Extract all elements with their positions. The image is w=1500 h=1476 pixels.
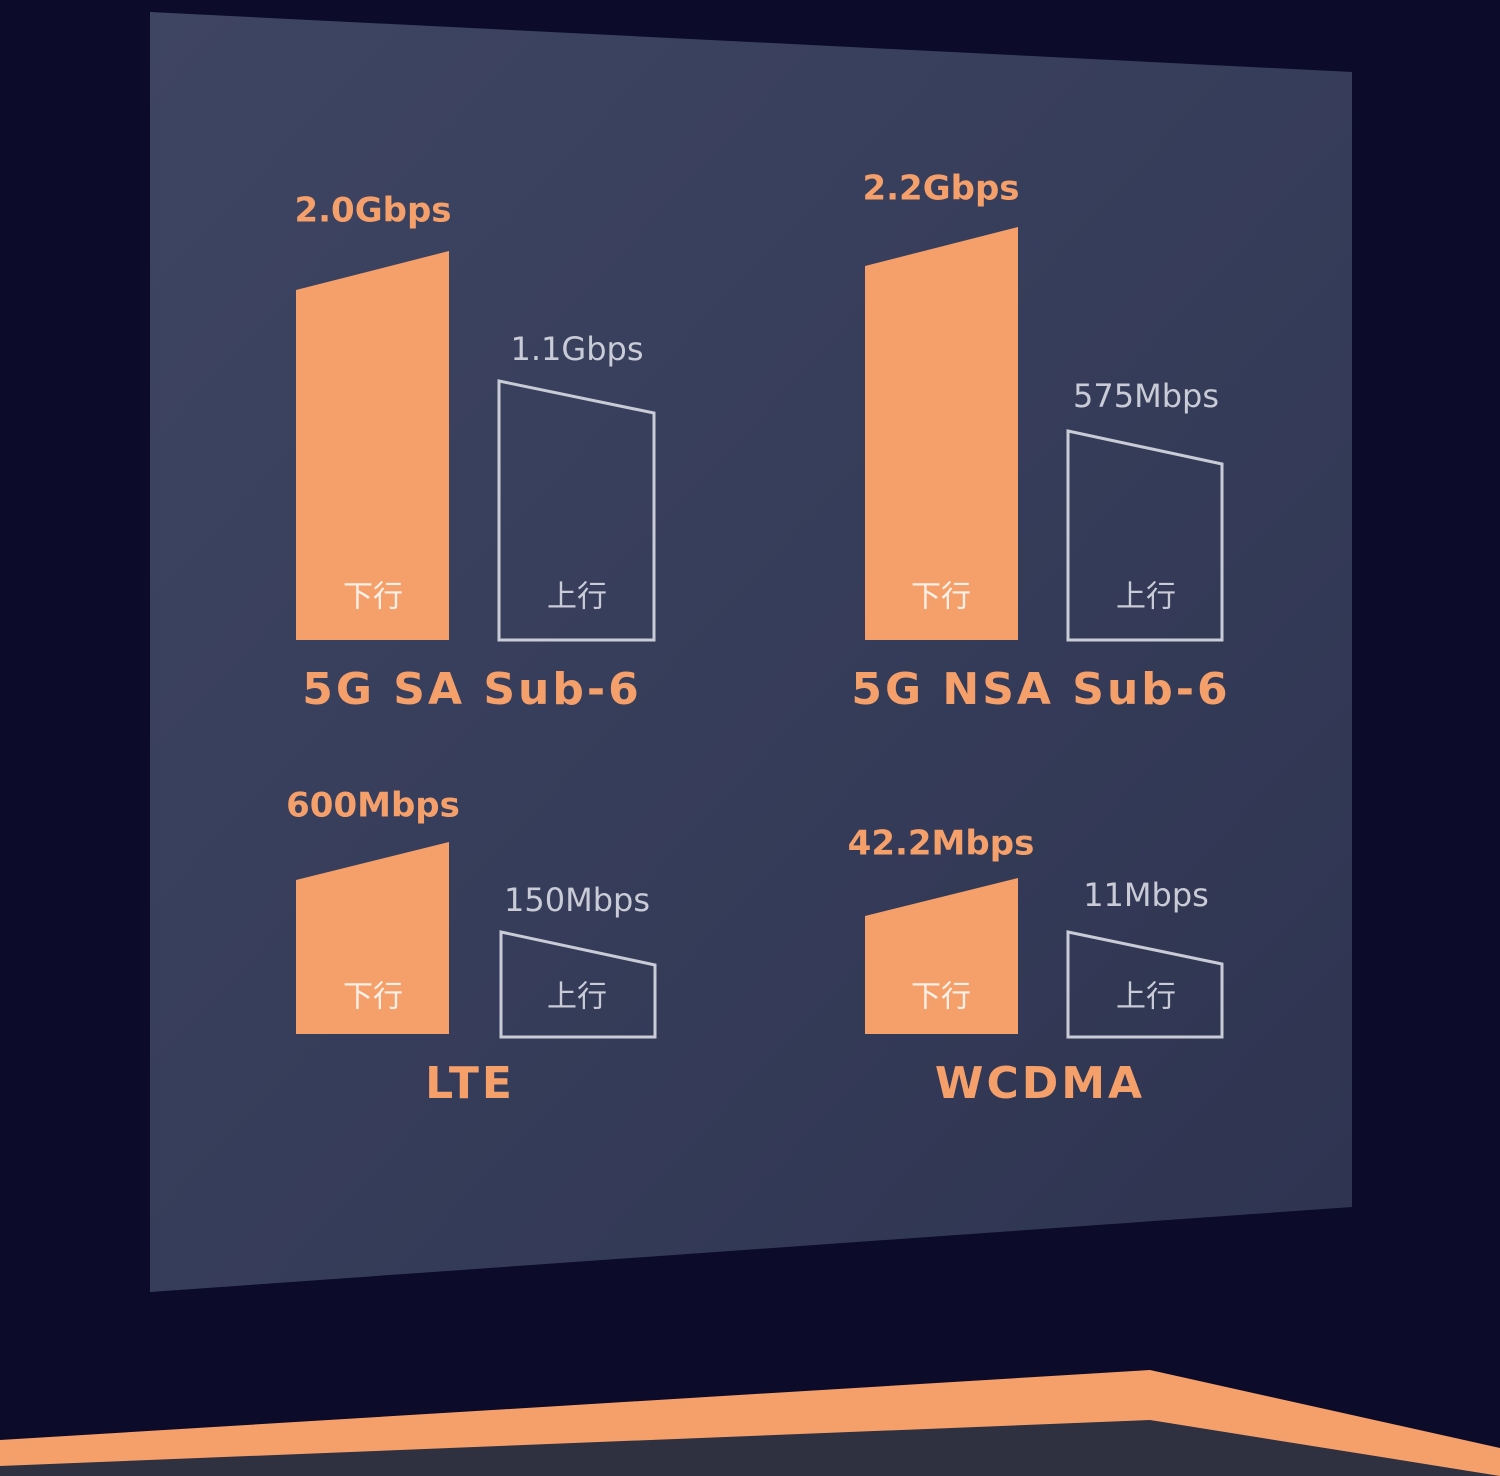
network-title: 5G SA Sub-6 [302,664,642,715]
downlink-speed: 600Mbps [286,786,460,826]
uplink-label: 上行 [1116,580,1176,615]
downlink-speed: 42.2Mbps [848,824,1035,864]
uplink-speed: 575Mbps [1073,377,1219,415]
uplink-label: 上行 [1116,980,1176,1015]
downlink-label: 下行 [343,580,403,615]
downlink-label: 下行 [911,580,971,615]
panel [150,12,1352,1292]
network-title: LTE [425,1058,515,1109]
downlink-label: 下行 [911,980,971,1015]
downlink-bar [865,227,1018,640]
uplink-speed: 150Mbps [504,881,650,919]
downlink-bar [296,251,449,640]
downlink-speed: 2.0Gbps [294,191,451,231]
uplink-bar [1066,930,1224,1039]
network-title: 5G NSA Sub-6 [851,664,1230,715]
uplink-speed: 11Mbps [1083,876,1209,914]
downlink-bar [296,842,449,1034]
network-title: WCDMA [935,1058,1145,1109]
uplink-label: 上行 [547,980,607,1015]
uplink-bar [499,930,657,1039]
floor [0,1420,1500,1476]
uplink-bar [497,379,656,642]
downlink-bar [865,878,1018,1034]
uplink-label: 上行 [547,580,607,615]
downlink-speed: 2.2Gbps [862,169,1019,209]
downlink-label: 下行 [343,980,403,1015]
uplink-bar [1066,429,1224,642]
uplink-speed: 1.1Gbps [511,330,644,368]
